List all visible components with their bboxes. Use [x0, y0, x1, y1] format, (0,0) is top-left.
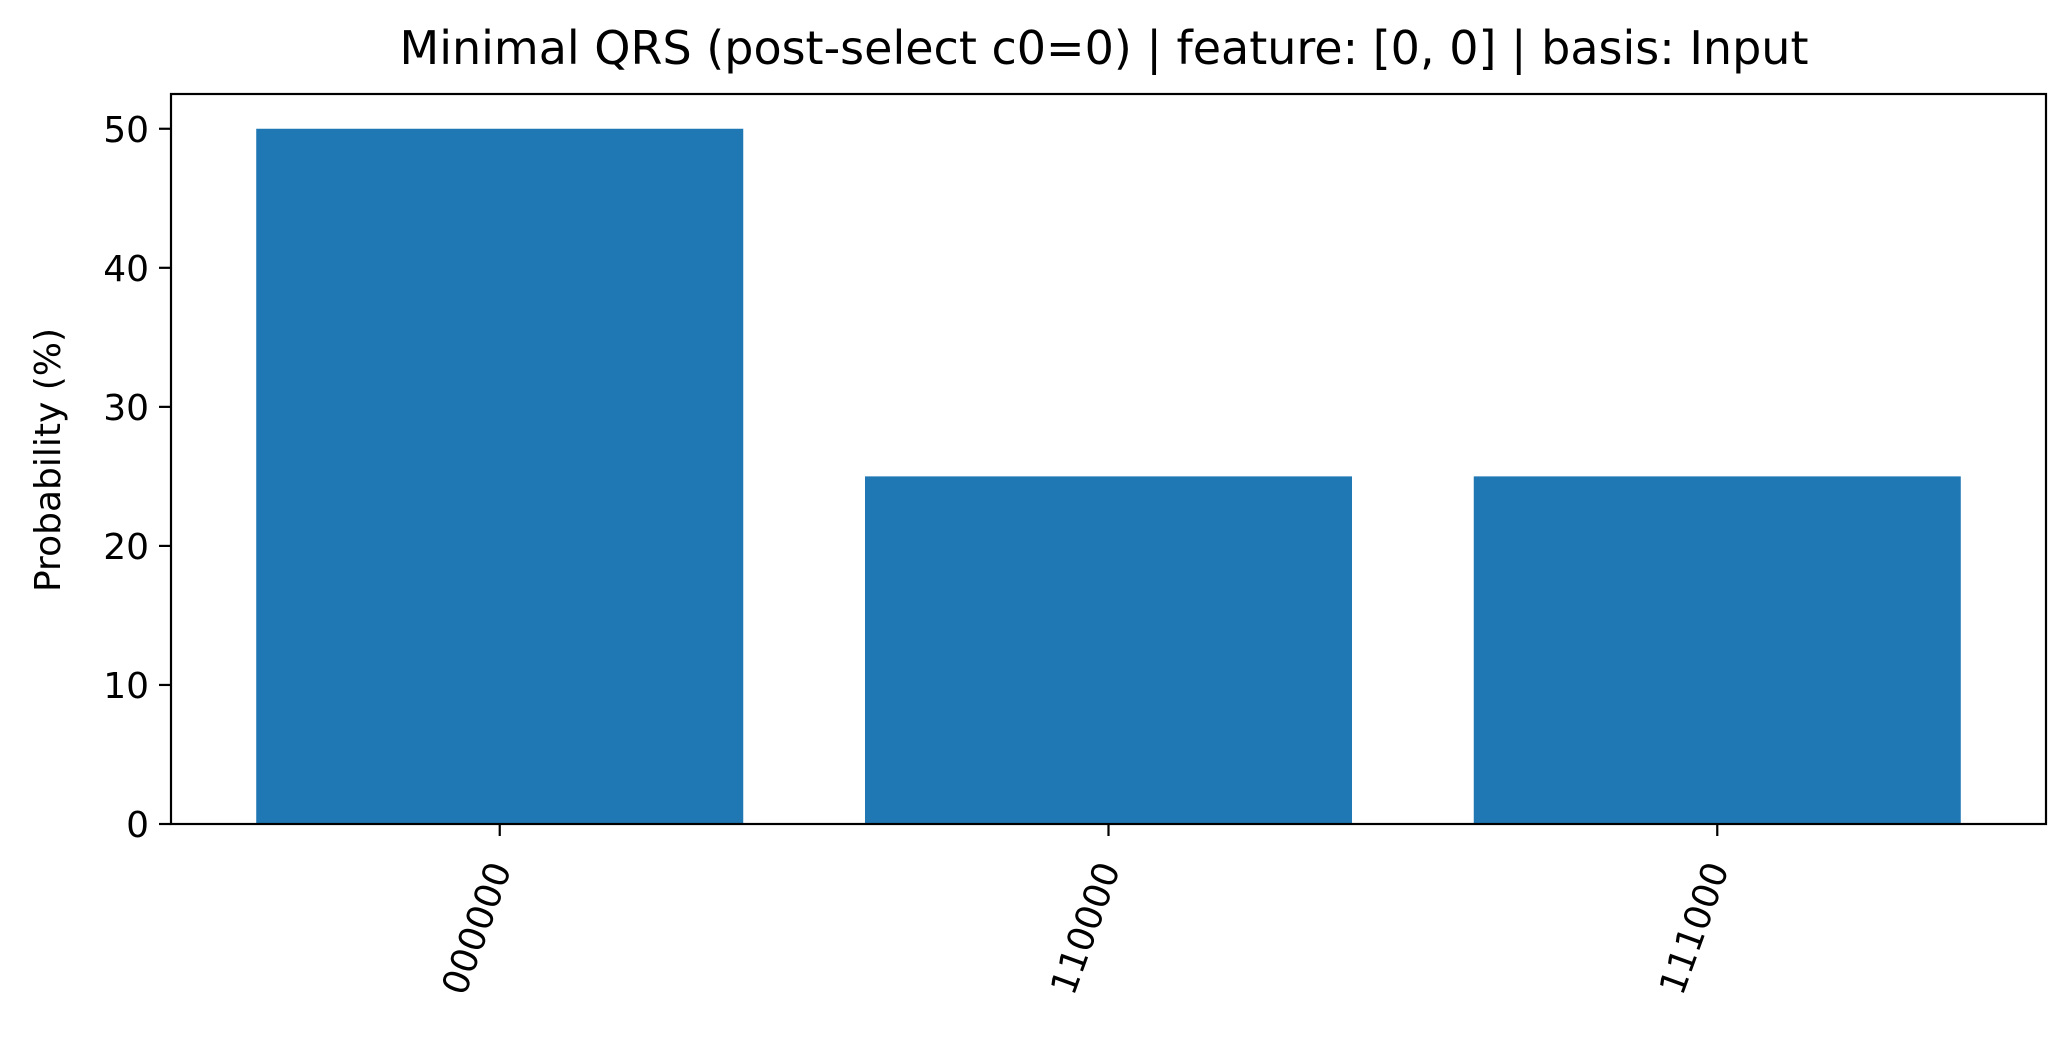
y-tick-label: 40 [103, 249, 149, 290]
plot-frame [169, 92, 2048, 826]
y-tick-label: 50 [103, 110, 149, 151]
y-tick-label: 20 [103, 527, 149, 568]
y-tick-label: 10 [103, 666, 149, 707]
bar-111000 [1473, 476, 1961, 824]
bar-000000 [256, 128, 744, 824]
y-axis-ticks: 0 10 20 30 40 50 [103, 110, 171, 846]
chart-title: Minimal QRS (post-select c0=0) | feature… [400, 21, 1809, 76]
y-tick-label: 30 [103, 388, 149, 429]
y-tick-label: 0 [126, 805, 149, 846]
y-axis-label: Probability (%) [28, 328, 69, 592]
bars-layer [256, 128, 1961, 824]
bar-110000 [864, 476, 1353, 824]
